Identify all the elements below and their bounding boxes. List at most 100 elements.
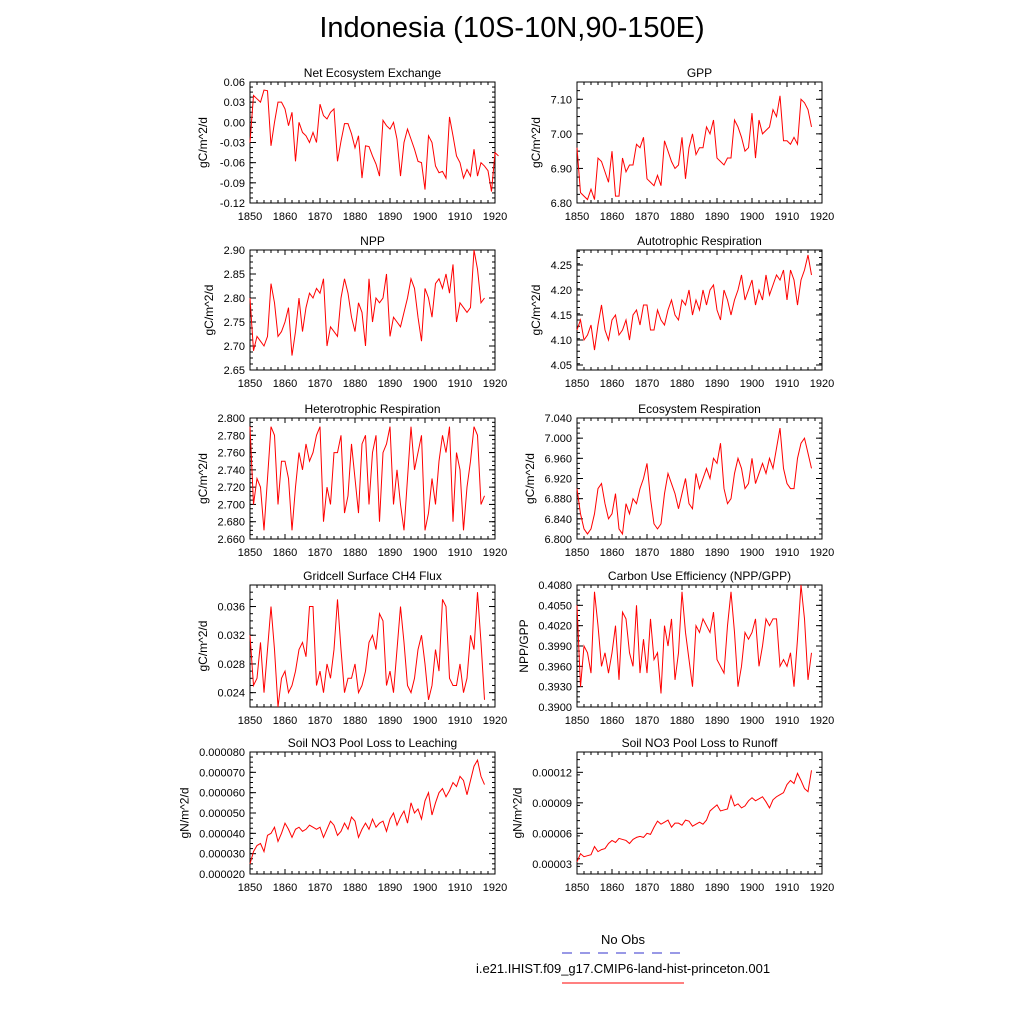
y-tick-label: 0.000080 [199,747,245,759]
y-tick-label: 0.3960 [538,661,572,673]
plot-frame [249,584,496,708]
y-tick-label: 0.4050 [538,600,572,612]
y-axis-label: gN/m^2/d [511,788,525,839]
x-tick-label: 1890 [705,882,729,894]
chart-title: Net Ecosystem Exchange [304,66,442,80]
x-tick-label: 1920 [483,211,507,223]
x-tick-label: 1890 [378,547,402,559]
x-tick-label: 1890 [705,378,729,390]
y-tick-label: 0.000040 [199,828,245,840]
x-tick-label: 1860 [600,547,624,559]
chart-panel-3: NPP 1850 1860 1870 1880 1890 1900 1910 1920 2.90 2… [202,234,507,390]
x-tick-label: 1920 [483,715,507,727]
y-tick-label: 2.720 [217,482,245,494]
y-tick-label: 0.00012 [532,767,572,779]
x-tick-label: 1870 [635,378,659,390]
x-tick-label: 1890 [705,211,729,223]
y-tick-label: 0.000070 [199,767,245,779]
y-tick-label: 2.65 [224,365,245,377]
x-tick-label: 1920 [810,211,834,223]
legend-case-label: i.e21.IHIST.f09_g17.CMIP6-land-hist-prin… [475,961,771,976]
y-tick-label: 2.80 [224,293,245,305]
y-tick-label: 2.780 [217,430,245,442]
chart-panel-7: Gridcell Surface CH4 Flux 1850 1860 1870 188… [196,569,507,727]
y-tick-label: 0.00006 [532,828,572,840]
plot-frame [576,249,823,371]
x-tick-label: 1860 [273,547,297,559]
x-tick-label: 1860 [600,211,624,223]
x-tick-label: 1880 [670,715,694,727]
y-tick-label: -0.03 [220,138,245,150]
y-tick-label: 0.024 [217,688,245,700]
chart-panel-1: Net Ecosystem Exchange 1850 1860 1870 1880 18… [196,66,507,223]
x-tick-label: 1920 [483,378,507,390]
legend-case-line [562,982,684,984]
x-tick-label: 1910 [775,211,799,223]
y-tick-label: 6.90 [551,163,572,175]
x-tick-label: 1860 [273,378,297,390]
x-tick-label: 1850 [238,715,262,727]
x-tick-label: 1880 [343,715,367,727]
y-axis-label: gC/m^2/d [202,285,216,336]
chart-title: Gridcell Surface CH4 Flux [303,569,442,583]
x-tick-label: 1910 [775,547,799,559]
x-tick-label: 1910 [775,378,799,390]
x-tick-label: 1910 [448,882,472,894]
series-line [576,427,812,536]
chart-panel-4: Autotrophic Respiration 1850 1860 1870 1880 1… [529,234,834,390]
x-tick-label: 1920 [810,547,834,559]
x-tick-label: 1890 [705,715,729,727]
y-tick-label: 2.70 [224,341,245,353]
chart-title: Carbon Use Efficiency (NPP/GPP) [608,569,791,583]
x-tick-label: 1890 [378,882,402,894]
y-tick-label: 0.00 [224,117,245,129]
y-tick-label: 2.660 [217,534,245,546]
y-tick-label: 0.028 [217,659,245,671]
x-tick-label: 1910 [448,211,472,223]
y-tick-label: 0.032 [217,630,245,642]
x-tick-label: 1920 [483,882,507,894]
chart-title: Ecosystem Respiration [638,402,761,416]
x-tick-label: 1910 [448,715,472,727]
x-tick-label: 1900 [740,715,764,727]
x-tick-label: 1900 [413,882,437,894]
x-tick-label: 1910 [775,882,799,894]
x-tick-label: 1890 [378,715,402,727]
chart-title: Heterotrophic Respiration [304,402,440,416]
y-tick-label: 2.700 [217,499,245,511]
x-tick-label: 1880 [343,211,367,223]
x-tick-label: 1910 [448,547,472,559]
y-tick-label: 2.75 [224,317,245,329]
y-tick-label: 0.06 [224,77,245,89]
y-tick-label: 0.4020 [538,621,572,633]
y-tick-label: 2.760 [217,448,245,460]
x-tick-label: 1860 [273,715,297,727]
chart-panel-8: Carbon Use Efficiency (NPP/GPP) 1850 1860 1… [517,569,834,727]
x-tick-label: 1850 [565,378,589,390]
plot-frame [576,81,823,204]
y-tick-label: 6.880 [544,494,572,506]
y-tick-label: 0.000030 [199,849,245,861]
y-tick-label: 7.10 [551,94,572,106]
x-tick-label: 1880 [670,378,694,390]
x-tick-label: 1900 [413,211,437,223]
plot-frame [249,81,496,204]
x-tick-label: 1900 [413,715,437,727]
x-tick-label: 1870 [635,882,659,894]
plot-frame [249,417,496,540]
x-tick-label: 1900 [740,211,764,223]
plot-frame [576,751,823,875]
plot-frame [249,751,496,875]
y-tick-label: -0.09 [220,178,245,190]
y-tick-label: 7.040 [544,413,572,425]
series-line [249,249,485,356]
x-tick-label: 1890 [378,378,402,390]
chart-panel-9: Soil NO3 Pool Loss to Leaching 1850 1860 18… [177,736,507,894]
chart-panel-5: Heterotrophic Respiration 1850 1860 1870 188… [196,402,507,559]
x-tick-label: 1880 [670,547,694,559]
y-axis-label: gC/m^2/d [196,117,210,168]
chart-panel-2: GPP 1850 1860 1870 1880 1890 1900 1910 1920 7.10 7… [529,66,834,223]
series-line [249,592,485,708]
x-tick-label: 1910 [775,715,799,727]
